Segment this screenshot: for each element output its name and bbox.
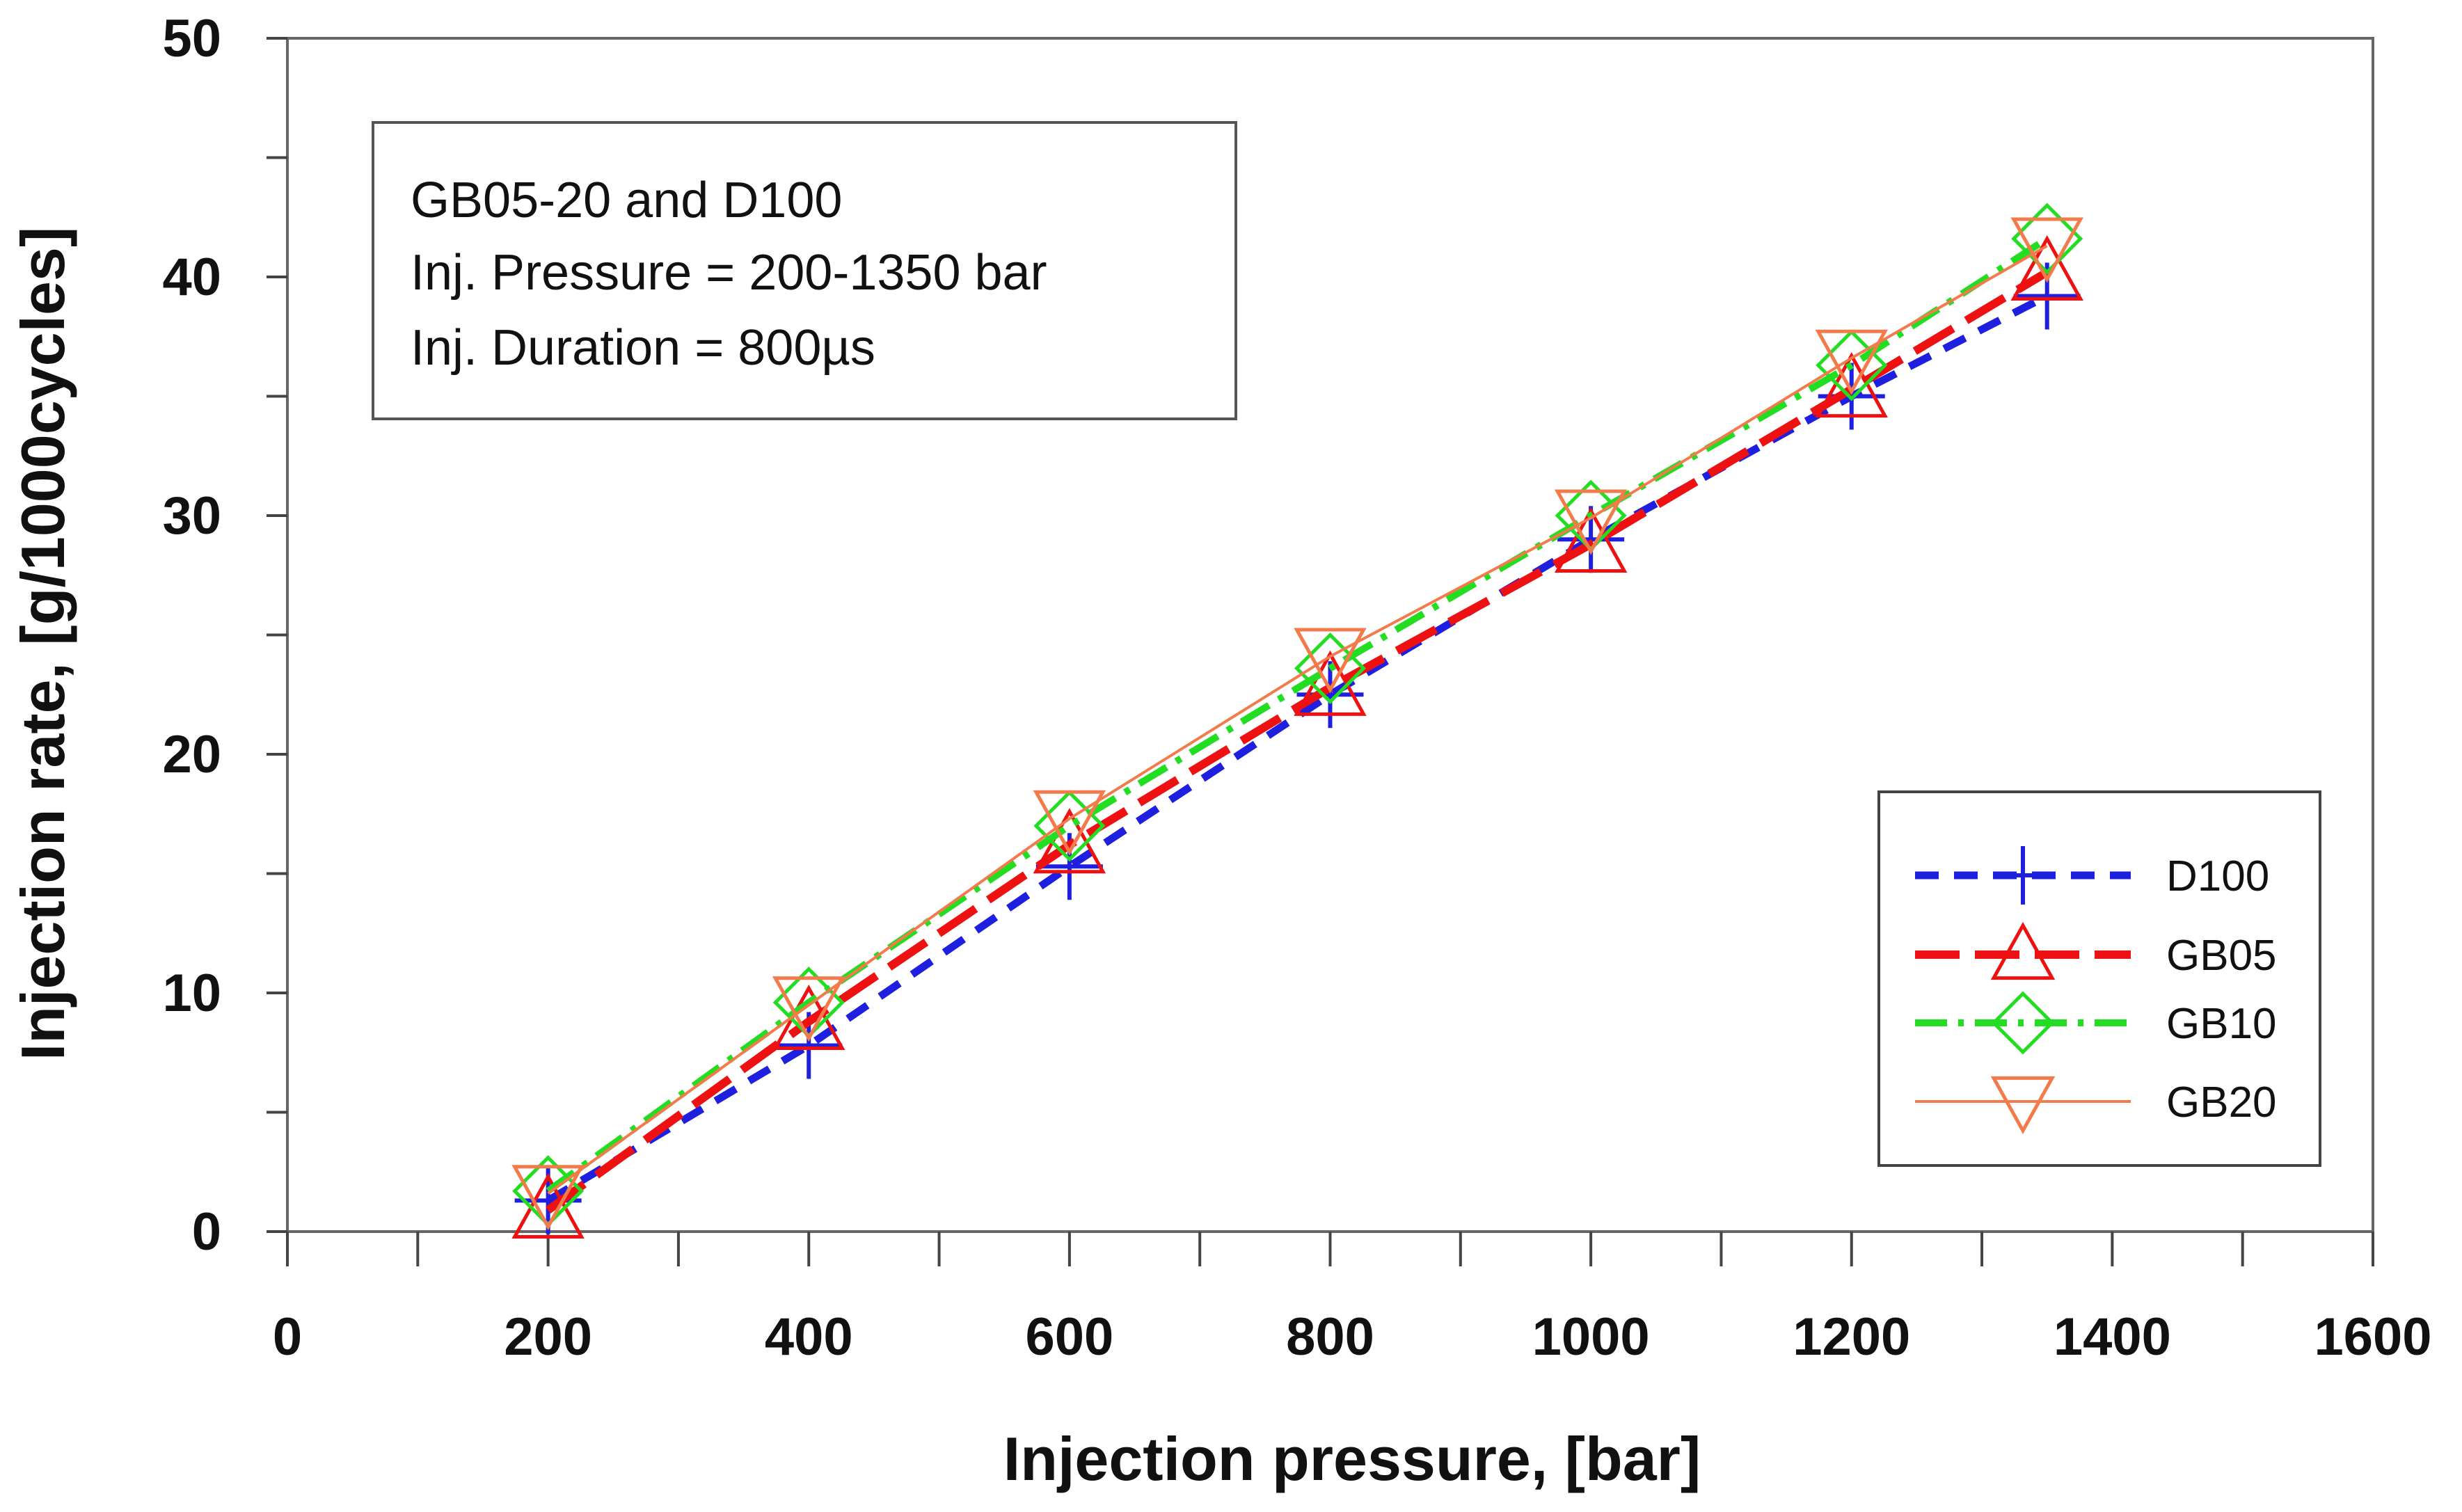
x-tick-label: 1400 [2054, 1307, 2171, 1367]
diamond-marker [1294, 632, 1367, 705]
y-tick-label: 0 [192, 1202, 221, 1262]
legend-item-gb10: GB10 [1915, 991, 2277, 1055]
y-axis-title: Injection rate, [g/1000cycles] [8, 227, 77, 1060]
annotation-line-3: Inj. Duration = 800µs [411, 320, 875, 376]
triangle-down-marker [1554, 489, 1628, 555]
legend-label: D100 [2166, 852, 2269, 900]
triangle-down-marker [2010, 217, 2083, 283]
triangle-up-marker [2010, 234, 2083, 301]
legend-frame [1877, 790, 2321, 1167]
x-tick-label: 600 [1025, 1307, 1113, 1367]
legend-label: GB05 [2166, 932, 2277, 980]
x-tick-label: 1200 [1793, 1307, 1910, 1367]
legend-item-gb05: GB05 [1915, 921, 2277, 980]
y-tick-label: 20 [162, 725, 221, 784]
x-axis-title: Injection pressure, [bar] [1003, 1424, 1701, 1493]
diamond-marker [2011, 202, 2083, 275]
annotation-box: GB05-20 and D100 Inj. Pressure = 200-135… [372, 121, 1237, 420]
y-tick-label: 40 [162, 248, 221, 307]
triangle-up-marker [1990, 921, 2056, 980]
annotation-frame [372, 121, 1237, 420]
triangle-down-marker [511, 1165, 585, 1231]
x-tick-label: 1000 [1532, 1307, 1650, 1367]
triangle-up-marker [1815, 352, 1888, 418]
y-tick-label: 30 [162, 486, 221, 546]
legend: D100 GB05 GB10 GB20 [1877, 790, 2321, 1167]
x-tick-label: 800 [1286, 1307, 1374, 1367]
triangle-down-marker [772, 976, 845, 1042]
x-tick-label: 200 [504, 1307, 592, 1367]
series-gb20 [511, 217, 2083, 1231]
annotation-line-2: Inj. Pressure = 200-1350 bar [411, 245, 1047, 301]
legend-label: GB20 [2166, 1079, 2277, 1127]
triangle-down-marker [1815, 329, 1888, 395]
legend-entries: D100 GB05 GB10 GB20 [1915, 846, 2277, 1135]
triangle-down-marker [1294, 628, 1367, 694]
triangle-up-marker [1554, 507, 1628, 573]
triangle-down-marker [1990, 1076, 2056, 1135]
x-tick-label: 400 [765, 1307, 853, 1367]
legend-label: GB10 [2166, 1000, 2277, 1048]
series-line-gb20 [547, 244, 2048, 1195]
series-layer [511, 202, 2083, 1239]
y-tick-label: 50 [162, 9, 221, 68]
annotation-line-1: GB05-20 and D100 [411, 173, 842, 228]
triangle-down-marker [1033, 790, 1106, 856]
axes: 0 200 400 600 800 1000 1200 1400 1600 0 10 20 30 40 50 [162, 9, 2431, 1367]
x-tick-label: 0 [273, 1307, 302, 1367]
diamond-marker [1991, 991, 2055, 1055]
x-tick-label: 1600 [2314, 1307, 2431, 1367]
legend-item-d100: D100 [1915, 846, 2269, 905]
legend-item-gb20: GB20 [1915, 1076, 2277, 1135]
plus-marker [1994, 846, 2052, 905]
y-tick-label: 10 [162, 964, 221, 1023]
series-line-gb10 [546, 235, 2049, 1194]
